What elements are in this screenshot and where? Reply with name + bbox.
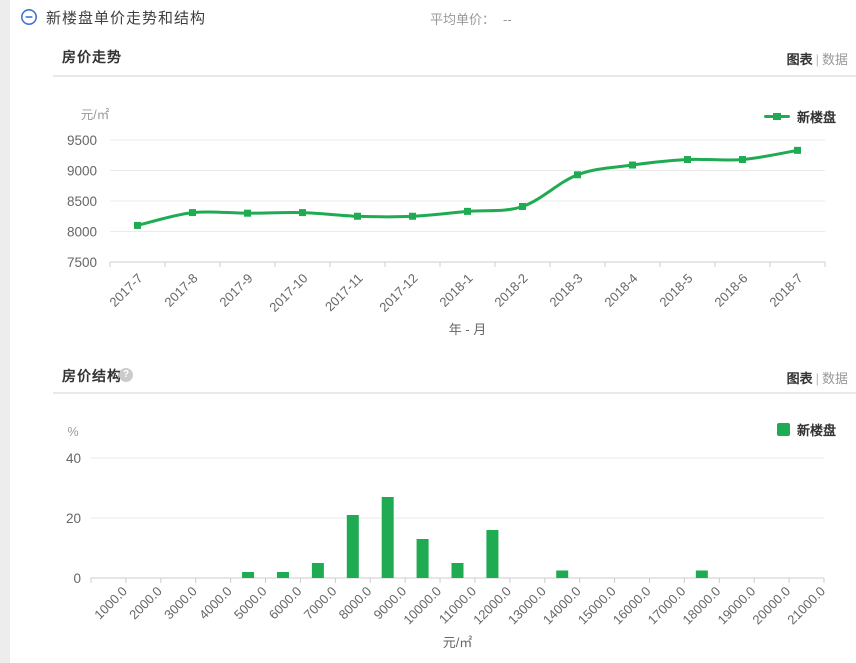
- average-price: 平均单价： --: [430, 9, 512, 28]
- x-tick-label: 2018-1: [436, 271, 475, 310]
- data-point-marker[interactable]: [354, 212, 361, 220]
- x-tick-label: 15000.0: [575, 584, 619, 628]
- x-tick-label: 6000.0: [266, 584, 305, 623]
- bar[interactable]: [381, 497, 394, 578]
- section-title-price-trend: 房价走势: [62, 49, 122, 65]
- x-tick-label: 5000.0: [231, 584, 270, 623]
- x-tick-label: 14000.0: [540, 584, 584, 628]
- y-axis-unit: 元/㎡: [81, 108, 110, 122]
- average-price-value: --: [503, 12, 512, 27]
- y-tick-label: 20: [66, 511, 81, 526]
- y-tick-label: 0: [73, 571, 81, 586]
- price-structure-chart: 0 20 40% 1000.02000.03000.04000.05000.06000…: [66, 425, 828, 650]
- data-point-marker[interactable]: [409, 212, 416, 220]
- panel-title: 新楼盘单价走势和结构: [46, 10, 207, 27]
- page-left-gutter: [0, 0, 10, 663]
- view-toggle-structure: 图表 | 数据: [787, 368, 848, 387]
- data-point-marker[interactable]: [134, 221, 141, 229]
- bar[interactable]: [695, 570, 708, 579]
- x-tick-label: 2017-7: [106, 271, 145, 310]
- data-point-marker[interactable]: [244, 209, 251, 217]
- y-tick-label: 8000: [67, 225, 97, 240]
- x-tick-label: 3000.0: [161, 584, 200, 623]
- toggle-chart-view[interactable]: 图表: [786, 52, 813, 67]
- toggle-separator: |: [815, 52, 819, 67]
- bar[interactable]: [416, 539, 429, 578]
- data-point-marker[interactable]: [519, 202, 526, 210]
- bar[interactable]: [451, 563, 464, 578]
- data-point-marker[interactable]: [794, 146, 801, 154]
- data-point-marker[interactable]: [189, 209, 196, 217]
- y-tick-label: 8500: [67, 194, 97, 209]
- x-tick-label: 19000.0: [714, 584, 758, 628]
- bar[interactable]: [486, 530, 499, 578]
- x-tick-label: 2017-11: [322, 271, 366, 315]
- x-tick-label: 18000.0: [680, 584, 724, 628]
- data-point-marker[interactable]: [464, 207, 471, 215]
- section-divider: [53, 75, 856, 77]
- x-tick-label: 8000.0: [336, 584, 375, 623]
- bar[interactable]: [242, 572, 255, 578]
- bar[interactable]: [556, 570, 569, 579]
- toggle-chart-view[interactable]: 图表: [786, 371, 813, 386]
- data-point-marker[interactable]: [629, 161, 636, 169]
- line-series-marker-icon: [763, 113, 790, 120]
- toggle-data-view[interactable]: 数据: [821, 52, 848, 67]
- y-tick-label: 7500: [67, 255, 97, 270]
- y-tick-label: 9000: [67, 164, 97, 179]
- x-tick-label: 2018-5: [656, 271, 695, 310]
- x-tick-label: 2017-12: [376, 271, 420, 315]
- toggle-separator: |: [815, 371, 819, 386]
- x-tick-label: 2018-7: [766, 271, 805, 310]
- y-axis-unit: %: [67, 425, 78, 439]
- data-point-marker[interactable]: [574, 171, 581, 179]
- bar[interactable]: [346, 515, 359, 578]
- x-tick-label: 2018-3: [546, 271, 585, 310]
- price-trend-chart: 7500 8000 8500 9000 9500 元/㎡ 2017-7 2017-8 2017-…: [67, 108, 826, 337]
- x-tick-label: 2018-6: [711, 271, 750, 310]
- bar[interactable]: [276, 572, 289, 578]
- legend-marker-square: [772, 113, 781, 120]
- y-tick-label: 9500: [67, 133, 97, 148]
- data-point-marker[interactable]: [739, 156, 746, 164]
- minus-circle-icon: [21, 9, 37, 25]
- section-divider: [53, 392, 856, 394]
- x-axis-title: 元/㎡: [443, 635, 473, 650]
- x-tick-label: 2000.0: [126, 584, 165, 623]
- x-tick-label: 16000.0: [610, 584, 654, 628]
- x-tick-label: 2017-8: [161, 271, 200, 310]
- x-tick-label: 7000.0: [301, 584, 340, 623]
- x-axis-title: 年 - 月: [449, 322, 487, 337]
- x-tick-label: 2018-4: [601, 271, 640, 310]
- x-tick-label: 17000.0: [645, 584, 689, 628]
- x-tick-label: 4000.0: [196, 584, 235, 623]
- price-structure-chart-area: 新楼盘 0 20 40% 1000.0 2000.0 3000.0 4000.0 5000.0…: [0, 405, 856, 663]
- y-tick-label: 40: [66, 451, 81, 466]
- bar-series-marker-icon: [776, 423, 790, 436]
- data-point-marker[interactable]: [299, 209, 306, 217]
- legend-label: 新楼盘: [796, 423, 836, 438]
- view-toggle-trend: 图表 | 数据: [787, 49, 848, 68]
- toggle-data-view[interactable]: 数据: [821, 371, 848, 386]
- data-point-marker[interactable]: [684, 156, 691, 164]
- average-price-label: 平均单价：: [430, 12, 496, 27]
- x-tick-label: 20000.0: [749, 584, 793, 628]
- price-trend-chart-area: 新楼盘 7500 8000 8500 9000 9500 元/㎡ 2017-7 2017-8 2…: [0, 90, 856, 345]
- x-tick-label: 1000.0: [91, 584, 130, 623]
- help-icon[interactable]: ?: [119, 368, 133, 382]
- x-tick-label: 2017-10: [266, 271, 310, 315]
- legend-label: 新楼盘: [796, 110, 836, 125]
- x-tick-label: 13000.0: [505, 584, 549, 628]
- legend-new-properties-bar[interactable]: 新楼盘: [776, 420, 836, 439]
- x-tick-label: 21000.0: [784, 584, 828, 628]
- section-title-price-structure: 房价结构: [62, 368, 122, 384]
- x-tick-label: 12000.0: [470, 584, 514, 628]
- legend-new-properties-line[interactable]: 新楼盘: [763, 107, 836, 126]
- x-tick-label: 2017-9: [216, 271, 255, 310]
- collapse-icon[interactable]: [20, 8, 38, 26]
- bar[interactable]: [311, 563, 324, 578]
- x-tick-label: 2018-2: [491, 271, 530, 310]
- x-tick-label: 10000.0: [400, 584, 444, 628]
